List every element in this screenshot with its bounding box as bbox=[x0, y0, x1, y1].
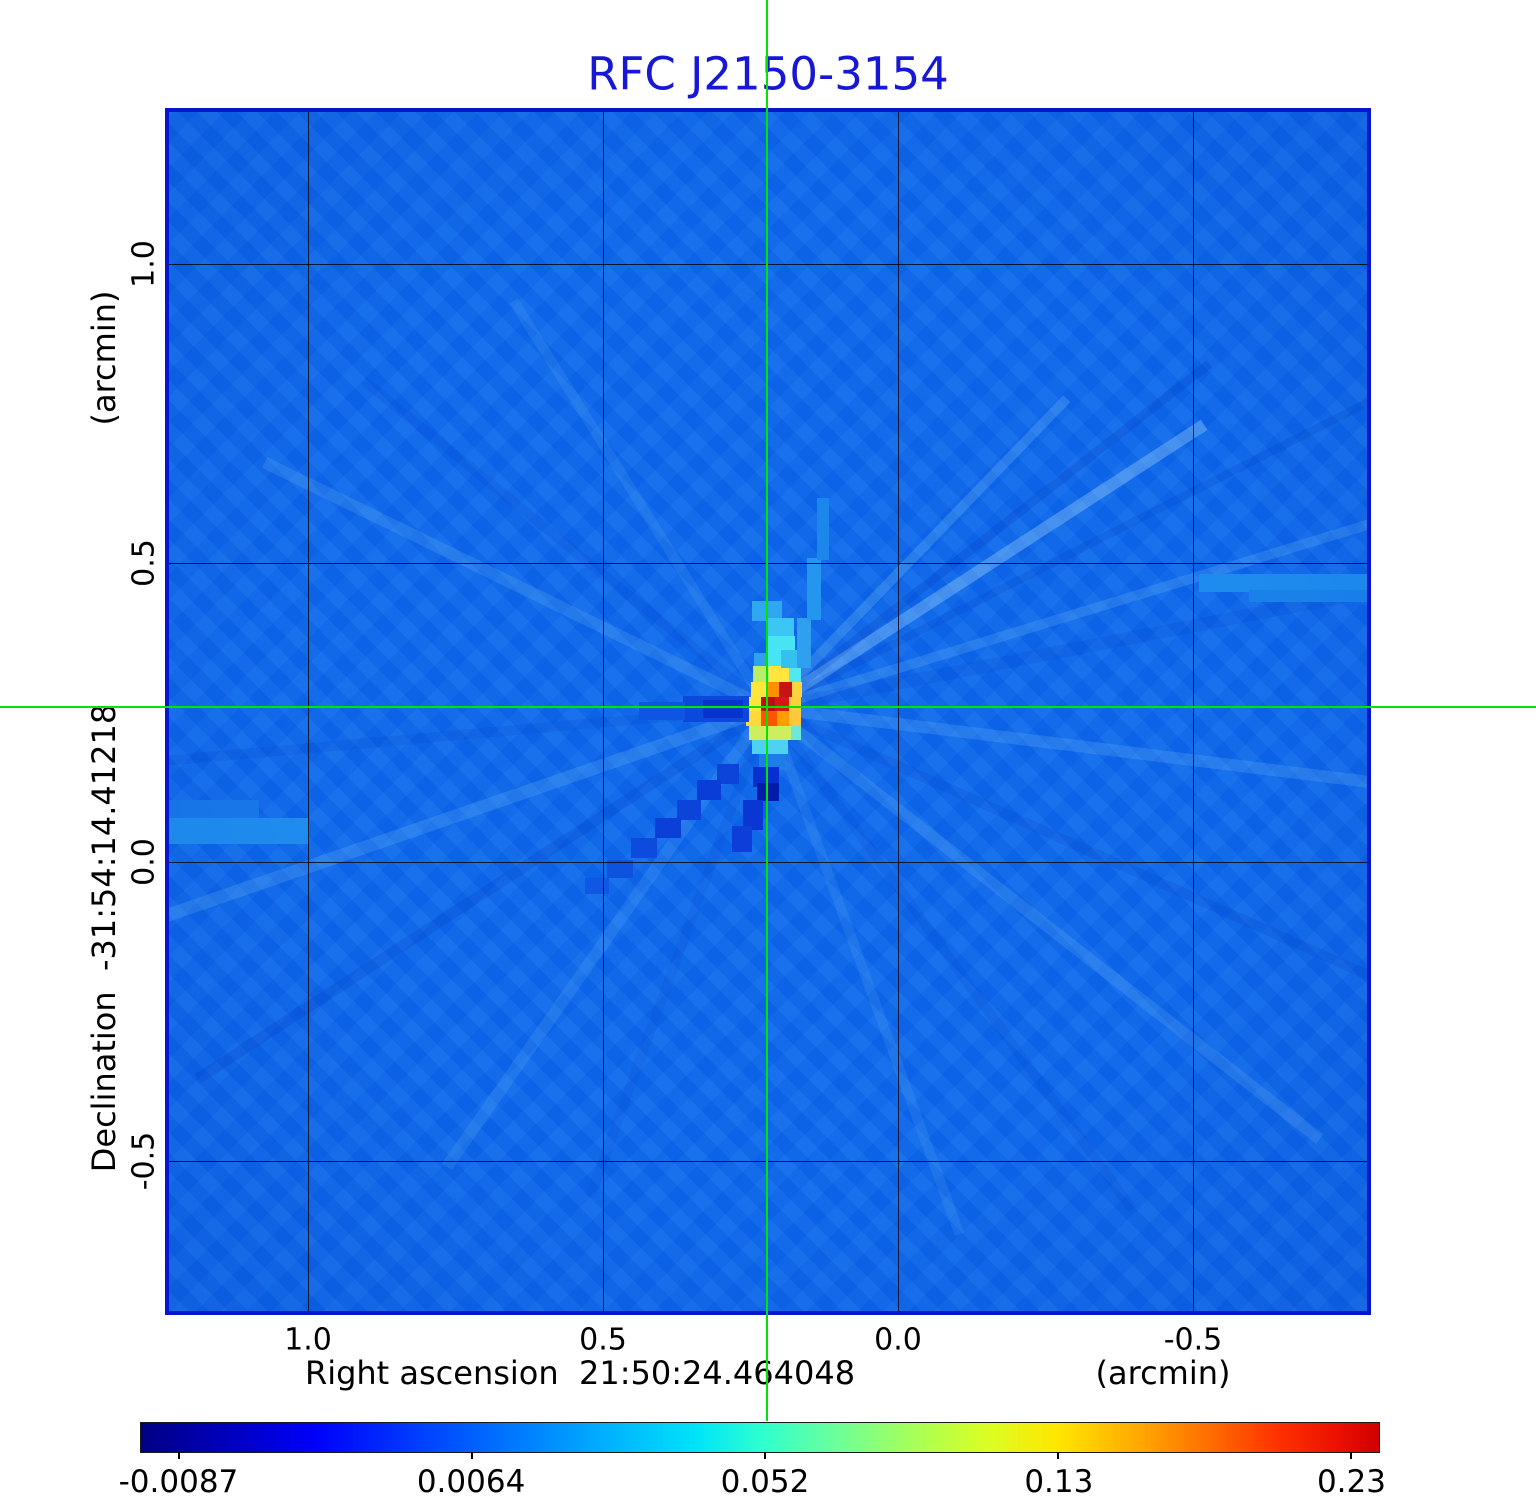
x-axis-unit-label: (arcmin) bbox=[1095, 1354, 1231, 1392]
colorbar-labels: -0.0087 0.0064 0.052 0.13 0.23 bbox=[119, 1464, 1386, 1511]
y-axis-label: Declination -31:54:14.41218 bbox=[85, 703, 123, 1173]
x-tick-label: -0.5 bbox=[1163, 1322, 1223, 1358]
heatmap-blob bbox=[789, 711, 801, 726]
gridline bbox=[1193, 112, 1194, 1311]
x-axis-label: Right ascension 21:50:24.464048 bbox=[304, 1354, 856, 1392]
heatmap-blob bbox=[754, 653, 768, 668]
crosshair-vertical-line bbox=[766, 0, 768, 1421]
gridline bbox=[898, 112, 899, 1311]
y-tick-label: 0.5 bbox=[126, 539, 162, 587]
y-axis-unit-label: (arcmin) bbox=[85, 290, 123, 426]
heatmap-blob bbox=[749, 726, 791, 740]
heatmap-blob bbox=[761, 711, 777, 726]
heatmap-blob bbox=[759, 754, 785, 770]
plot-title: RFC J2150-3154 bbox=[587, 47, 949, 101]
heatmap-blob bbox=[717, 764, 739, 784]
heatmap-blob bbox=[169, 800, 259, 818]
colorbar-tick-label: 0.052 bbox=[720, 1464, 810, 1500]
y-tick-label: 0.0 bbox=[126, 838, 162, 886]
gridline bbox=[169, 862, 1367, 863]
colorbar-tick bbox=[178, 1452, 181, 1459]
gridline bbox=[603, 112, 604, 1311]
heatmap-blob bbox=[757, 783, 779, 801]
heatmap-blob bbox=[631, 838, 657, 858]
heatmap-blob bbox=[789, 666, 801, 682]
heatmap-blob bbox=[169, 818, 309, 844]
heatmap-blob bbox=[791, 726, 801, 740]
heatmap-blob bbox=[781, 650, 797, 668]
colorbar-tick-label: -0.0087 bbox=[118, 1464, 239, 1500]
heatmap-blob bbox=[769, 666, 791, 682]
gridline bbox=[169, 1161, 1367, 1162]
colorbar-tick bbox=[470, 1452, 473, 1459]
heatmap-blob bbox=[807, 558, 821, 620]
heatmap-blob bbox=[697, 780, 721, 800]
heatmap-blob bbox=[1199, 574, 1367, 592]
heatmap-blob bbox=[752, 740, 788, 754]
colorbar-tick-label: 0.23 bbox=[1316, 1464, 1386, 1500]
heatmap-blob bbox=[767, 682, 779, 697]
heatmap-blob bbox=[607, 860, 633, 878]
heatmap-blob bbox=[746, 711, 761, 726]
colorbar-tick-label: 0.0064 bbox=[416, 1464, 526, 1500]
colorbar-tick-label: 0.13 bbox=[1024, 1464, 1094, 1500]
heatmap-blob bbox=[751, 682, 767, 697]
heatmap-blob bbox=[797, 618, 811, 668]
gridline bbox=[169, 563, 1367, 564]
gridline bbox=[169, 264, 1367, 265]
heatmap-blob bbox=[766, 618, 794, 638]
heatmap-blob bbox=[743, 800, 763, 830]
heatmap-vignette bbox=[169, 112, 1367, 1311]
heatmap-blob bbox=[779, 682, 792, 697]
gridline bbox=[308, 112, 309, 1311]
x-tick-label: 0.5 bbox=[579, 1322, 627, 1358]
heatmap-blob bbox=[732, 826, 752, 852]
heatmap-blob bbox=[703, 700, 743, 718]
heatmap-blob bbox=[677, 800, 701, 820]
heatmap-blob bbox=[753, 666, 769, 682]
crosshair-horizontal-line bbox=[0, 706, 1536, 708]
y-tick-label: 1.0 bbox=[126, 240, 162, 288]
heatmap-blob bbox=[777, 711, 789, 726]
heatmap-blob bbox=[792, 682, 802, 697]
x-tick-label: 0.0 bbox=[874, 1322, 922, 1358]
colorbar-tick bbox=[763, 1452, 766, 1459]
image-panel bbox=[165, 108, 1371, 1315]
heatmap-blob bbox=[817, 498, 829, 560]
y-tick-label: -0.5 bbox=[126, 1131, 162, 1191]
heatmap-blob bbox=[655, 818, 681, 838]
colorbar-tick bbox=[1349, 1452, 1352, 1459]
heatmap-blob bbox=[1249, 590, 1367, 602]
x-tick-label: 1.0 bbox=[284, 1322, 332, 1358]
colorbar-tick bbox=[1057, 1452, 1060, 1459]
colorbar bbox=[140, 1422, 1380, 1459]
